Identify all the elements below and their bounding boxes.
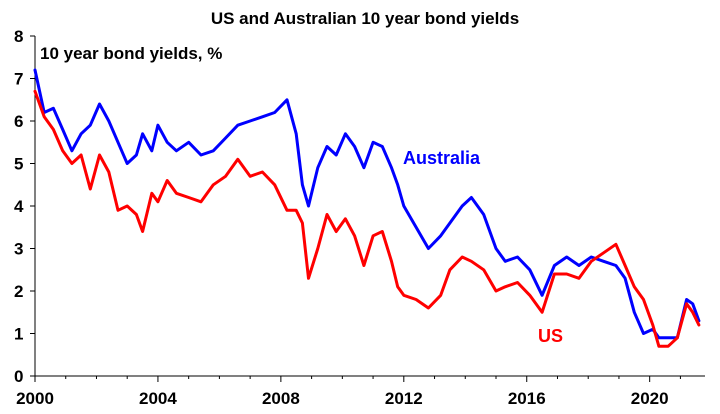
x-tick-label: 2020 <box>631 389 669 408</box>
y-tick-label: 6 <box>14 112 23 131</box>
series-line-us <box>33 89 701 348</box>
chart-title: US and Australian 10 year bond yields <box>211 9 519 28</box>
y-tick-label: 4 <box>14 197 24 216</box>
series-group <box>33 68 701 348</box>
x-tick-label: 2016 <box>508 389 546 408</box>
series-label-australia: Australia <box>403 148 481 168</box>
y-tick-label: 2 <box>14 282 23 301</box>
y-tick-label: 8 <box>14 27 23 46</box>
y-tick-label: 3 <box>14 240 23 259</box>
axes: 0 1 2 3 4 5 6 7 8 2000 2004 2008 2012 2016 2020 <box>14 27 705 408</box>
y-tick-label: 1 <box>14 325 23 344</box>
y-tick-label: 7 <box>14 70 23 89</box>
series-label-us: US <box>538 326 563 346</box>
x-tick-label: 2008 <box>262 389 300 408</box>
y-tick-label: 0 <box>14 367 23 386</box>
series-line-australia <box>33 68 701 340</box>
y-tick-label: 5 <box>14 155 23 174</box>
chart-subtitle: 10 year bond yields, % <box>40 44 222 63</box>
x-tick-label: 2012 <box>385 389 423 408</box>
x-tick-label: 2004 <box>139 389 177 408</box>
x-tick-label: 2000 <box>16 389 54 408</box>
